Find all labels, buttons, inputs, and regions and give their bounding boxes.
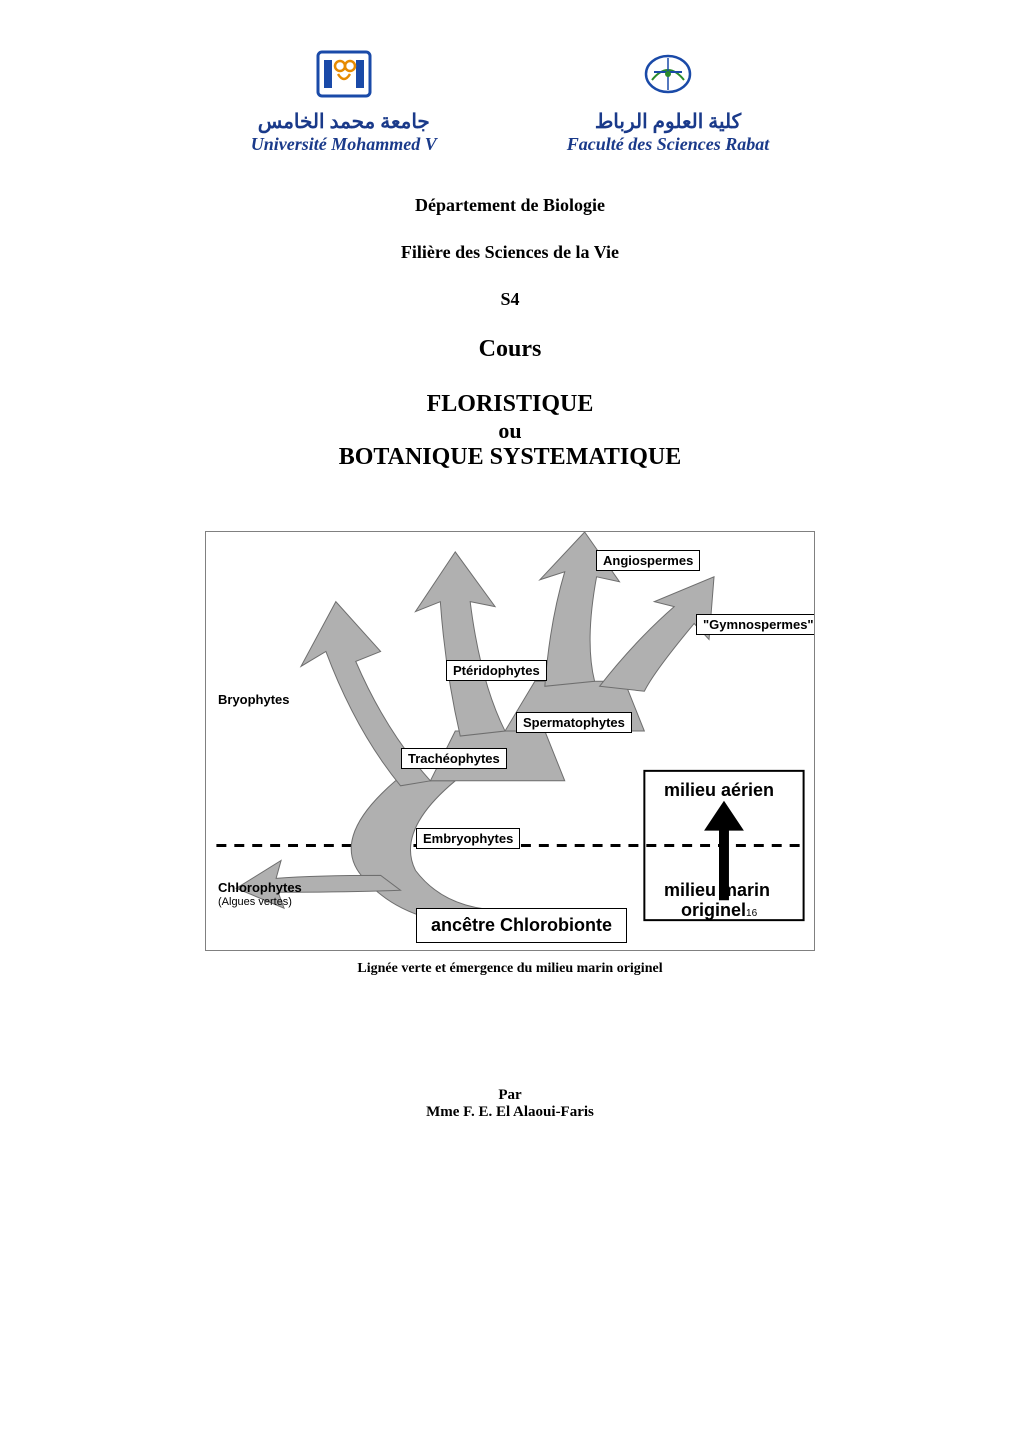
label-milieu-marin-2-text: originel (681, 900, 746, 920)
university-logo (316, 50, 372, 103)
faculty-arabic: كلية العلوم الرباط (595, 109, 741, 134)
institution-left: جامعة محمد الخامس Université Mohammed V (251, 50, 437, 155)
diagram-wrap: Angiospermes "Gymnospermes" Ptéridophyte… (205, 531, 815, 977)
label-spermatophytes: Spermatophytes (516, 712, 632, 733)
label-ancestor: ancêtre Chlorobionte (416, 908, 627, 943)
diagram-caption: Lignée verte et émergence du milieu mari… (205, 961, 815, 977)
faculty-french: Faculté des Sciences Rabat (567, 134, 769, 155)
label-chlorophytes-sub: (Algues vertes) (218, 896, 292, 908)
page-number-inline: 16 (746, 908, 757, 919)
label-milieu-marin-2: originel16 (681, 900, 757, 921)
author-par: Par (120, 1087, 900, 1104)
main-title-ou: ou (120, 418, 900, 444)
university-french: Université Mohammed V (251, 134, 437, 155)
label-angiospermes: Angiospermes (596, 550, 700, 571)
main-title-line2: BOTANIQUE SYSTEMATIQUE (120, 444, 900, 471)
page: جامعة محمد الخامس Université Mohammed V … (0, 0, 1020, 1161)
header-row: جامعة محمد الخامس Université Mohammed V … (120, 50, 900, 155)
label-bryophytes: Bryophytes (218, 692, 290, 707)
faculty-logo (640, 50, 696, 103)
main-title-line1: FLORISTIQUE (120, 391, 900, 418)
semester-line: S4 (120, 289, 900, 310)
label-embryophytes: Embryophytes (416, 828, 520, 849)
label-tracheophytes: Trachéophytes (401, 748, 507, 769)
filiere-line: Filière des Sciences de la Vie (120, 242, 900, 263)
author-block: Par Mme F. E. El Alaoui-Faris (120, 1087, 900, 1121)
university-arabic: جامعة محمد الخامس (258, 109, 430, 134)
label-pteridophytes: Ptéridophytes (446, 660, 547, 681)
title-block: Département de Biologie Filière des Scie… (120, 195, 900, 471)
label-milieu-aerien: milieu aérien (664, 780, 774, 801)
cours-label: Cours (120, 336, 900, 363)
phylogeny-diagram: Angiospermes "Gymnospermes" Ptéridophyte… (205, 531, 815, 951)
department-line: Département de Biologie (120, 195, 900, 216)
institution-right: كلية العلوم الرباط Faculté des Sciences … (567, 50, 769, 155)
label-milieu-marin-1: milieu marin (664, 880, 770, 901)
label-chlorophytes: Chlorophytes (218, 880, 302, 895)
author-name: Mme F. E. El Alaoui-Faris (120, 1104, 900, 1121)
label-gymnospermes: "Gymnospermes" (696, 614, 815, 635)
